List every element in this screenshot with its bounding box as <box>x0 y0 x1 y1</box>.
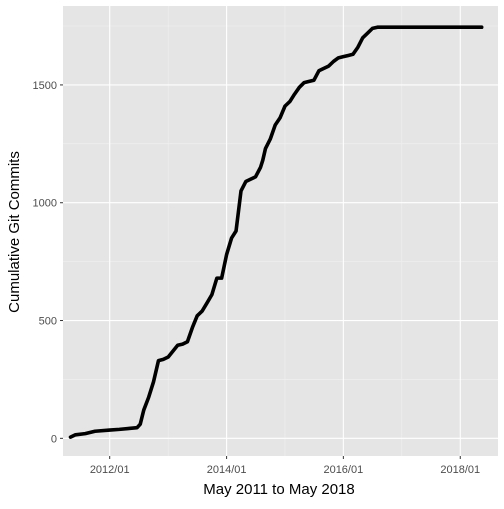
y-tick-label: 500 <box>39 316 57 328</box>
major-gridlines <box>63 6 498 456</box>
x-tick-label: 2014/01 <box>207 464 247 476</box>
y-tick-label: 1000 <box>33 198 57 210</box>
x-axis-ticks: 2012/01 2014/01 2016/01 2018/01 <box>90 456 480 476</box>
plot-panel <box>63 6 498 456</box>
y-tick-label: 0 <box>51 433 57 445</box>
x-axis-title: May 2011 to May 2018 <box>203 481 354 498</box>
y-tick-label: 1500 <box>33 80 57 92</box>
y-axis-title: Cumulative Git Commits <box>6 151 23 313</box>
x-tick-label: 2018/01 <box>440 464 480 476</box>
cumulative-commits-line <box>68 25 484 439</box>
x-tick-label: 2012/01 <box>90 464 130 476</box>
y-axis-ticks: 0 500 1000 1500 <box>33 80 63 445</box>
x-tick-label: 2016/01 <box>323 464 363 476</box>
